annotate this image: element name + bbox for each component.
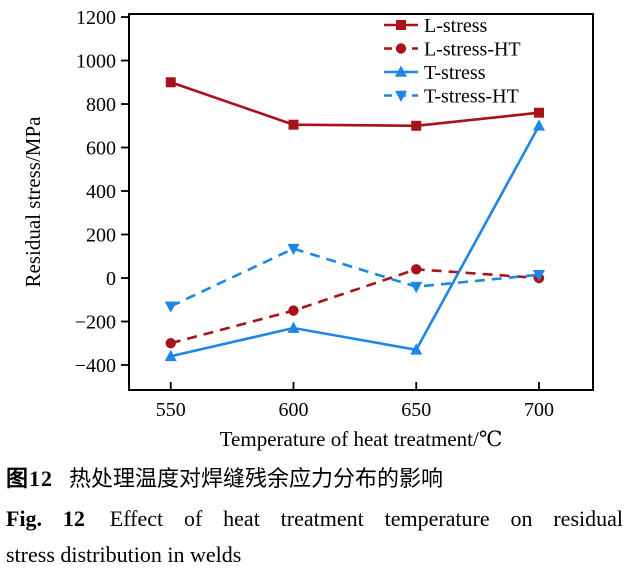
marker-square [396,20,406,30]
y-tick-label: 0 [106,268,116,290]
x-tick-label: 650 [401,399,431,421]
legend-item-t-stress: T-stress [384,62,486,84]
y-tick-label: 1200 [76,7,116,29]
marker-triangle-up [395,65,407,77]
y-tick-label: −400 [75,355,116,377]
marker-square [533,107,544,118]
series-line [170,81,540,128]
caption-chinese-label: 图12 [6,466,54,491]
x-axis-title: Temperature of heat treatment/℃ [220,427,503,451]
marker-triangle-down [410,281,423,294]
y-tick-label: 600 [86,138,116,160]
y-tick-label: 800 [86,94,116,116]
marker-triangle-down [395,90,407,102]
series-l-stress [165,77,544,131]
legend-label: L-stress-HT [424,39,521,61]
legend-item-t-stress-ht: T-stress-HT [384,86,519,108]
marker-circle [411,264,422,275]
marker-square [411,120,422,131]
marker-circle [288,305,299,316]
legend-item-l-stress: L-stress [384,15,488,37]
marker-square [288,119,299,130]
figure-captions: 图12 热处理温度对焊缝残余应力分布的影响 Fig. 12 Effect of h… [0,463,631,573]
plot-frame [128,13,594,391]
x-tick-label: 550 [156,399,186,421]
marker-triangle-down [287,243,300,256]
series-line [170,125,541,358]
series-l-stress-ht [165,264,545,349]
marker-triangle-up [410,343,423,355]
series-line [170,247,540,308]
legend-item-l-stress-ht: L-stress-HT [384,39,521,61]
legend-label: T-stress [424,62,486,84]
series-t-stress-ht [164,243,545,313]
caption-chinese: 图12 热处理温度对焊缝残余应力分布的影响 [6,463,623,495]
y-tick-label: 400 [86,181,116,203]
marker-triangle-down [532,269,545,282]
marker-triangle-up [532,119,545,131]
marker-triangle-up [287,321,300,333]
caption-english-label: Fig. 12 [6,506,85,531]
caption-english-text1: Effect of heat treatment temperature on … [109,506,623,531]
marker-circle [395,43,407,54]
marker-triangle-down [164,301,177,313]
marker-square [165,77,176,88]
series-line [170,267,540,345]
caption-english-line2: stress distribution in welds [6,542,242,567]
residual-stress-chart: −400 −200 0 200 400 600 800 1000 1200 550 600 650 70… [21,7,594,451]
x-tick-label: 700 [524,399,554,421]
caption-chinese-text: 热处理温度对焊缝残余应力分布的影响 [69,466,444,491]
legend-label: T-stress-HT [424,86,519,108]
marker-triangle-up [164,349,177,362]
y-tick-label: 200 [86,225,116,247]
series-t-stress [164,119,545,362]
y-tick-label: −200 [75,311,116,333]
legend-label: L-stress [424,15,488,37]
x-tick-label: 600 [278,399,308,421]
marker-circle [165,338,176,349]
caption-english-line1: Fig. 12 Effect of heat treatment tempera… [6,501,623,537]
y-tick-label: 1000 [76,51,116,73]
y-axis-title: Residual stress/MPa [21,116,45,288]
